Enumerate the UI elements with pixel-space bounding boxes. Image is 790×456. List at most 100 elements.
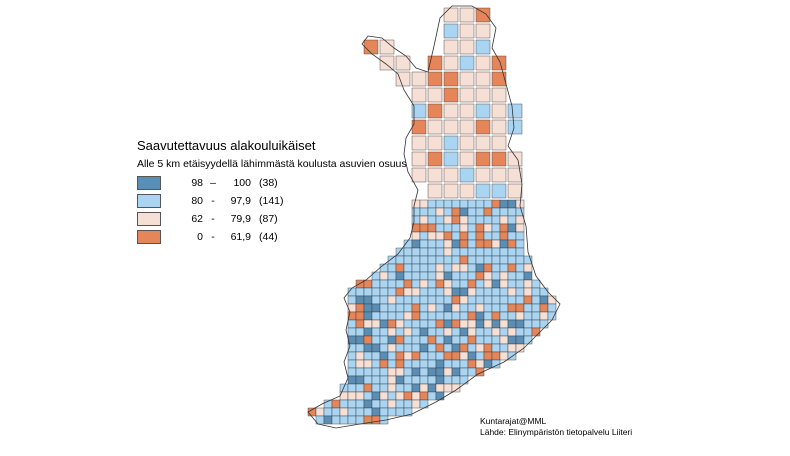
municipality-region bbox=[499, 319, 509, 329]
municipality-region bbox=[363, 319, 373, 329]
municipality-region bbox=[483, 199, 493, 209]
municipality-region bbox=[451, 295, 461, 305]
municipality-region bbox=[427, 271, 437, 281]
municipality-region bbox=[403, 343, 413, 353]
municipality-region bbox=[323, 415, 333, 425]
municipality-region bbox=[435, 207, 445, 217]
municipality-region bbox=[411, 303, 421, 313]
municipality-region bbox=[419, 247, 429, 257]
municipality-region bbox=[427, 375, 437, 385]
municipality-region bbox=[459, 135, 475, 151]
legend-row-3: 62 - 79,9 (87) bbox=[137, 210, 407, 228]
municipality-region bbox=[499, 311, 509, 321]
municipality-region bbox=[443, 311, 453, 321]
municipality-region bbox=[499, 223, 509, 233]
municipality-region bbox=[371, 367, 381, 377]
municipality-region bbox=[451, 303, 461, 313]
municipality-region bbox=[371, 327, 381, 337]
municipality-region bbox=[443, 103, 459, 119]
municipality-region bbox=[523, 335, 533, 345]
municipality-region bbox=[435, 231, 445, 241]
municipality-region bbox=[435, 215, 445, 225]
municipality-region bbox=[387, 335, 397, 345]
municipality-region bbox=[483, 327, 493, 337]
municipality-region bbox=[459, 23, 475, 39]
municipality-region bbox=[467, 231, 477, 241]
municipality-region bbox=[491, 167, 507, 183]
municipality-region bbox=[539, 287, 549, 297]
municipality-region bbox=[427, 351, 437, 361]
municipality-region bbox=[515, 255, 525, 265]
municipality-region bbox=[443, 71, 459, 87]
municipality-region bbox=[395, 391, 405, 401]
municipality-region bbox=[435, 223, 445, 233]
municipality-region bbox=[467, 359, 477, 369]
municipality-region bbox=[363, 375, 373, 385]
municipality-region bbox=[363, 39, 379, 55]
municipality-region bbox=[491, 103, 507, 119]
municipality-region bbox=[435, 247, 445, 257]
municipality-region bbox=[411, 215, 421, 225]
municipality-region bbox=[499, 207, 509, 217]
municipality-region bbox=[395, 335, 405, 345]
municipality-region bbox=[427, 359, 437, 369]
municipality-region bbox=[347, 399, 357, 409]
municipality-region bbox=[347, 383, 357, 393]
municipality-region bbox=[531, 327, 541, 337]
municipality-region bbox=[507, 255, 517, 265]
municipality-region bbox=[459, 375, 469, 385]
municipality-region bbox=[515, 215, 525, 225]
municipality-region bbox=[419, 335, 429, 345]
municipality-region bbox=[427, 343, 437, 353]
municipality-region bbox=[435, 271, 445, 281]
municipality-region bbox=[475, 303, 485, 313]
municipality-region bbox=[443, 255, 453, 265]
municipality-region bbox=[363, 311, 373, 321]
municipality-region bbox=[379, 367, 389, 377]
municipality-region bbox=[467, 279, 477, 289]
legend-title: Saavutettavuus alakouluikäiset bbox=[137, 138, 316, 153]
municipality-region bbox=[403, 399, 413, 409]
municipality-region bbox=[443, 23, 459, 39]
municipality-region bbox=[427, 87, 443, 103]
municipality-region bbox=[491, 335, 501, 345]
municipality-region bbox=[475, 287, 485, 297]
municipality-region bbox=[507, 263, 517, 273]
municipality-region bbox=[475, 103, 491, 119]
municipality-region bbox=[395, 343, 405, 353]
municipality-region bbox=[427, 287, 437, 297]
legend-min: 98 bbox=[191, 177, 203, 189]
municipality-region bbox=[355, 319, 365, 329]
municipality-region bbox=[491, 351, 501, 361]
municipality-region bbox=[475, 151, 491, 167]
municipality-region bbox=[427, 319, 437, 329]
municipality-region bbox=[459, 255, 469, 265]
municipality-region bbox=[411, 335, 421, 345]
municipality-region bbox=[419, 255, 429, 265]
municipality-region bbox=[483, 239, 493, 249]
municipality-region bbox=[491, 151, 507, 167]
municipality-region bbox=[467, 351, 477, 361]
municipality-region bbox=[475, 55, 491, 71]
municipality-region bbox=[435, 295, 445, 305]
municipality-region bbox=[531, 279, 541, 289]
municipality-region bbox=[523, 295, 533, 305]
municipality-region bbox=[443, 231, 453, 241]
municipality-region bbox=[451, 335, 461, 345]
municipality-region bbox=[387, 271, 397, 281]
municipality-region bbox=[475, 271, 485, 281]
municipality-region bbox=[475, 255, 485, 265]
municipality-region bbox=[475, 335, 485, 345]
municipality-region bbox=[427, 231, 437, 241]
municipality-region bbox=[419, 207, 429, 217]
municipality-region bbox=[491, 183, 507, 199]
municipality-region bbox=[427, 255, 437, 265]
municipality-region bbox=[355, 279, 365, 289]
municipality-region bbox=[371, 343, 381, 353]
municipality-region bbox=[467, 367, 477, 377]
municipality-region bbox=[395, 407, 405, 417]
municipality-region bbox=[507, 215, 517, 225]
municipality-region bbox=[323, 407, 333, 417]
municipality-region bbox=[379, 263, 389, 273]
municipality-region bbox=[443, 287, 453, 297]
